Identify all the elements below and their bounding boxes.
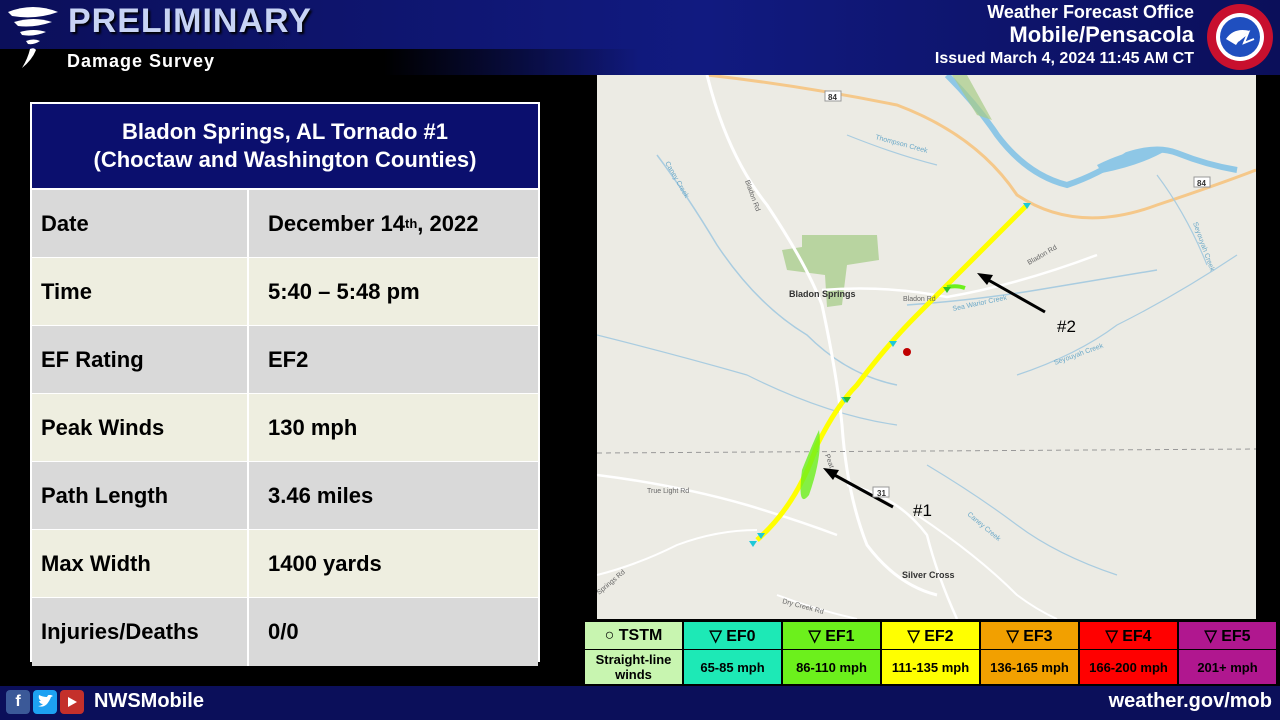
ef-scale-legend: ○ TSTM Straight-line winds ▽ EF0 65-85 m… xyxy=(584,621,1279,685)
creek-label: Caney Creek xyxy=(663,161,690,200)
creek-label: Thompson Creek xyxy=(874,134,928,155)
label-segment-1: #1 xyxy=(913,501,932,520)
row-value: 1400 yards xyxy=(249,530,538,597)
page-title: PRELIMINARY xyxy=(68,2,312,40)
creek-label: Seyouyah Creek xyxy=(1053,342,1104,366)
road-label: Bladon Rd xyxy=(903,296,936,303)
row-label: EF Rating xyxy=(32,326,249,393)
issued-date: Issued March 4, 2024 11:45 AM CT xyxy=(934,50,1194,67)
scale-ef4: ▽ EF4 166-200 mph xyxy=(1079,621,1178,685)
road-label: Peat xyxy=(823,453,835,469)
tornado-icon xyxy=(8,7,58,68)
road-label: True Light Rd xyxy=(647,488,689,495)
table-row: Peak Winds 130 mph xyxy=(32,394,538,462)
row-value: 5:40 – 5:48 pm xyxy=(249,258,538,325)
scale-ef1: ▽ EF1 86-110 mph xyxy=(782,621,881,685)
subtitle-bar xyxy=(0,49,640,75)
road-84-label-2: 84 xyxy=(1197,179,1206,188)
scale-range: 166-200 mph xyxy=(1089,659,1168,675)
road-label: Dry Creek Rd xyxy=(781,598,824,616)
row-value: 3.46 miles xyxy=(249,462,538,529)
page-subtitle: Damage Survey xyxy=(67,51,216,71)
row-label: Time xyxy=(32,258,249,325)
scale-range: Straight-line winds xyxy=(595,652,672,682)
scale-range: 136-165 mph xyxy=(990,659,1069,675)
row-value: EF2 xyxy=(249,326,538,393)
table-row: Path Length 3.46 miles xyxy=(32,462,538,530)
row-value: 0/0 xyxy=(249,598,538,666)
scale-range: 201+ mph xyxy=(1197,659,1258,675)
road-label: Bladon Rd xyxy=(1027,244,1059,266)
table-title-line2: (Choctaw and Washington Counties) xyxy=(93,147,477,172)
table-header: Bladon Springs, AL Tornado #1 (Choctaw a… xyxy=(32,104,538,190)
tornado-info-table: Bladon Springs, AL Tornado #1 (Choctaw a… xyxy=(30,102,540,666)
label-segment-2: #2 xyxy=(1057,317,1076,336)
footer-bar xyxy=(0,686,1280,720)
office-info: Weather Forecast Office Mobile/Pensacola… xyxy=(935,2,1194,70)
twitter-icon[interactable] xyxy=(33,690,57,714)
office-line1: Weather Forecast Office xyxy=(987,2,1194,22)
scale-range: 111-135 mph xyxy=(891,659,970,675)
road-31-label: 31 xyxy=(877,489,886,498)
scale-label: ▽ EF4 xyxy=(1080,622,1177,650)
place-silver-cross: Silver Cross xyxy=(902,570,955,580)
creek-label: Seyouyah Creek xyxy=(1191,221,1215,272)
nws-logo xyxy=(1207,4,1273,70)
road-84-label: 84 xyxy=(828,93,837,102)
facebook-icon[interactable]: f xyxy=(6,690,30,714)
scale-ef5: ▽ EF5 201+ mph xyxy=(1178,621,1277,685)
row-label: Injuries/Deaths xyxy=(32,598,249,666)
row-label: Max Width xyxy=(32,530,249,597)
scale-label: ▽ EF2 xyxy=(882,622,979,650)
scale-label: ▽ EF5 xyxy=(1179,622,1276,650)
table-row: Time 5:40 – 5:48 pm xyxy=(32,258,538,326)
scale-range: 65-85 mph xyxy=(700,659,765,675)
table-title-line1: Bladon Springs, AL Tornado #1 xyxy=(122,119,448,144)
scale-ef2: ▽ EF2 111-135 mph xyxy=(881,621,980,685)
row-value: 130 mph xyxy=(249,394,538,461)
row-label: Path Length xyxy=(32,462,249,529)
creek-label: Sea Warior Creek xyxy=(952,294,1008,312)
place-bladon-springs: Bladon Springs xyxy=(789,289,856,299)
row-label: Peak Winds xyxy=(32,394,249,461)
date-value-sup: th xyxy=(404,216,418,231)
social-icons: f xyxy=(6,690,84,714)
scale-ef0: ▽ EF0 65-85 mph xyxy=(683,621,782,685)
tornado-path-map: 84 84 31 Bladon Springs Silver Cross Bla… xyxy=(597,75,1256,619)
scale-ef3: ▽ EF3 136-165 mph xyxy=(980,621,1079,685)
date-value-year: , 2022 xyxy=(417,210,479,236)
website-link[interactable]: weather.gov/mob xyxy=(1108,690,1272,712)
row-label: Date xyxy=(32,190,249,257)
table-row: Max Width 1400 yards xyxy=(32,530,538,598)
map-canvas: 84 84 31 Bladon Springs Silver Cross Bla… xyxy=(597,75,1256,619)
scale-label: ▽ EF3 xyxy=(981,622,1078,650)
social-handle[interactable]: NWSMobile xyxy=(94,690,204,712)
date-value-main: December 14 xyxy=(268,210,405,236)
scale-label: ▽ EF1 xyxy=(783,622,880,650)
scale-tstm: ○ TSTM Straight-line winds xyxy=(584,621,683,685)
creek-label: Caney Creek xyxy=(966,511,1002,543)
scale-label: ○ TSTM xyxy=(585,622,682,650)
scale-range: 86-110 mph xyxy=(796,659,867,675)
table-row: EF Rating EF2 xyxy=(32,326,538,394)
office-line2: Mobile/Pensacola xyxy=(1009,22,1194,47)
scale-label: ▽ EF0 xyxy=(684,622,781,650)
table-row: Injuries/Deaths 0/0 xyxy=(32,598,538,666)
youtube-icon[interactable] xyxy=(60,690,84,714)
